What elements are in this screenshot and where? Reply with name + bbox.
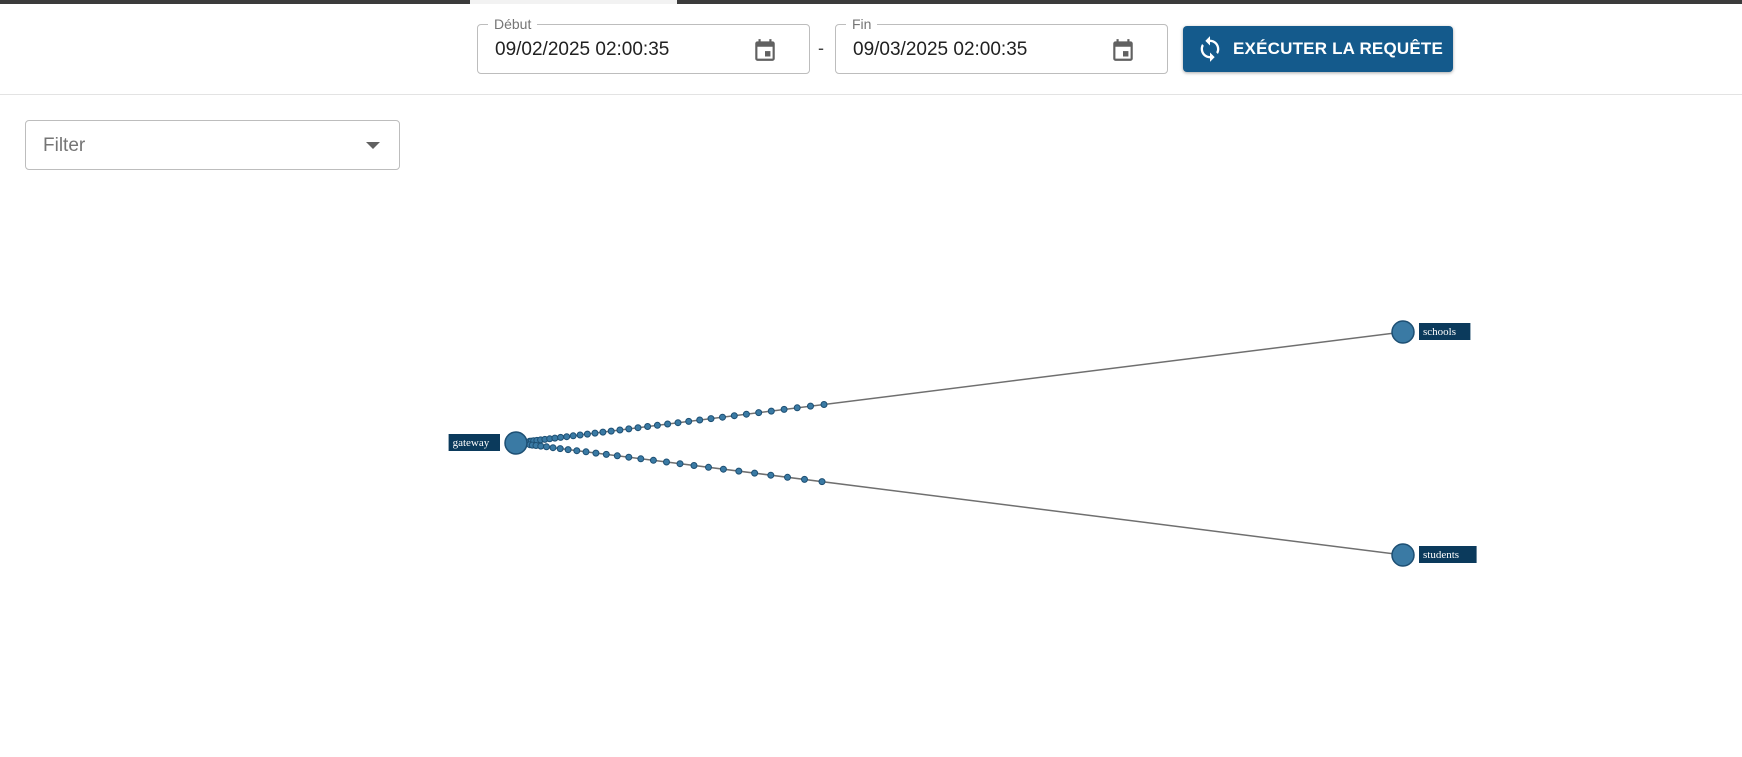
request-dot: [751, 469, 759, 477]
request-dot: [637, 455, 645, 463]
caret-down-icon[interactable]: [366, 142, 380, 149]
request-dot: [563, 433, 571, 441]
calendar-icon[interactable]: [752, 37, 778, 63]
request-dot: [676, 460, 684, 468]
start-date-field[interactable]: Début 09/02/2025 02:00:35: [477, 16, 810, 74]
request-dot: [613, 452, 621, 460]
request-dot: [592, 449, 600, 457]
request-dot: [602, 450, 610, 458]
request-dot: [599, 428, 607, 436]
request-dot: [569, 432, 577, 440]
refresh-icon: [1200, 36, 1220, 62]
request-dot: [807, 402, 814, 410]
request-dot: [634, 424, 642, 432]
end-date-legend: Fin: [846, 16, 878, 32]
request-dot: [719, 413, 726, 421]
edge-gateway-students[interactable]: [515, 442, 1404, 556]
request-dot: [784, 473, 791, 481]
request-dot: [730, 412, 738, 420]
query-toolbar: Début 09/02/2025 02:00:35 - Fin 09/03/20…: [0, 4, 1742, 95]
filter-placeholder: Filter: [43, 135, 86, 156]
request-dot: [625, 425, 633, 433]
node-gateway[interactable]: gateway: [448, 431, 528, 455]
top-bar: [0, 0, 1742, 4]
request-dot: [663, 458, 670, 466]
request-dot: [735, 467, 743, 475]
node-students[interactable]: students: [1391, 543, 1477, 567]
request-dot: [583, 430, 591, 438]
request-dot: [685, 417, 693, 425]
request-dot: [705, 463, 712, 471]
node-label-schools: schools: [1423, 326, 1456, 338]
node-label-background: [448, 434, 500, 451]
request-dot: [557, 433, 565, 441]
request-dot: [742, 410, 750, 418]
request-dot: [537, 442, 545, 450]
request-dot: [818, 478, 826, 486]
edge-gateway-schools[interactable]: [515, 331, 1404, 444]
node-label-students: students: [1423, 549, 1459, 561]
node-schools[interactable]: schools: [1391, 320, 1471, 344]
request-dot: [591, 429, 599, 437]
node-circle[interactable]: [504, 431, 528, 455]
request-dot: [573, 447, 581, 455]
request-dot: [551, 434, 559, 442]
request-dot: [543, 443, 550, 451]
request-dot: [719, 465, 727, 473]
request-dot: [696, 416, 704, 424]
node-label-background: [1419, 323, 1471, 340]
request-dot: [649, 456, 657, 464]
node-label-gateway: gateway: [453, 437, 490, 449]
request-dot: [556, 445, 564, 453]
request-dot: [674, 419, 682, 427]
run-query-button[interactable]: EXÉCUTER LA REQUÊTE: [1183, 26, 1453, 72]
request-dot: [607, 427, 615, 435]
filter-select[interactable]: Filter: [25, 120, 400, 170]
request-dot: [707, 415, 715, 423]
run-query-label: EXÉCUTER LA REQUÊTE: [1233, 39, 1444, 58]
request-dot: [690, 462, 698, 469]
request-dot: [644, 423, 652, 430]
service-graph: gateway schools students: [448, 320, 1477, 567]
request-dot: [564, 446, 572, 454]
start-date-legend: Début: [488, 16, 538, 32]
date-range-separator: -: [818, 38, 824, 58]
end-date-field[interactable]: Fin 09/03/2025 02:00:35: [835, 16, 1168, 74]
request-dot: [755, 409, 763, 417]
request-dot: [549, 444, 557, 452]
end-date-value[interactable]: 09/03/2025 02:00:35: [853, 39, 1028, 60]
node-circle[interactable]: [1391, 543, 1415, 567]
calendar-icon[interactable]: [1110, 37, 1136, 63]
request-dot: [576, 431, 584, 439]
request-dot: [616, 426, 624, 434]
active-tab-indicator: [470, 0, 677, 4]
start-date-value[interactable]: 09/02/2025 02:00:35: [495, 39, 670, 60]
node-label-background: [1419, 546, 1477, 563]
request-dot: [625, 453, 633, 461]
request-dot: [780, 405, 788, 413]
request-dot: [664, 420, 672, 428]
request-dot: [801, 475, 808, 483]
request-dot: [582, 448, 590, 456]
request-dot: [653, 421, 661, 429]
request-dot: [793, 404, 801, 412]
request-dot: [767, 471, 775, 479]
request-dot: [767, 407, 775, 415]
node-circle[interactable]: [1391, 320, 1415, 344]
request-dot: [820, 401, 828, 408]
